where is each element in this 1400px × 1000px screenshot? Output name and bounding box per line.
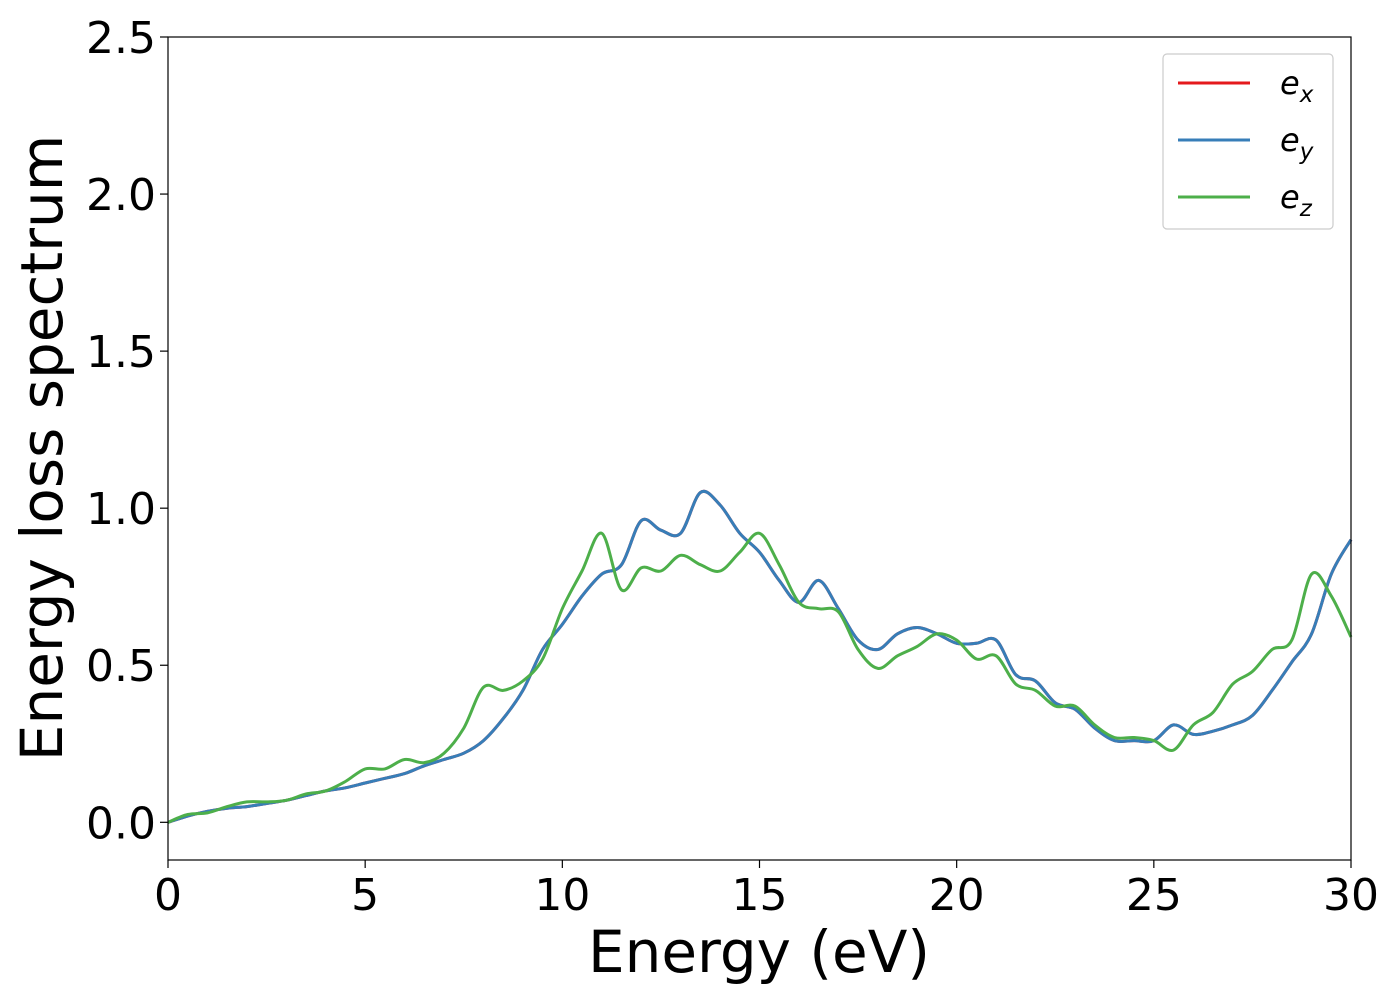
x-axis-title: Energy (eV): [588, 918, 930, 986]
x-tick-label: 0: [154, 870, 182, 921]
y-tick-label: 2.5: [86, 13, 156, 64]
legend-label-sub: y: [1299, 139, 1314, 165]
x-tick-label: 30: [1323, 870, 1379, 921]
y-axis-ticks: 0.0 0.5 1.0 1.5 2.0 2.5: [86, 13, 168, 849]
legend-label-main: e: [1280, 64, 1300, 102]
legend-label-ez: ez: [1280, 178, 1313, 222]
legend-label-sub: z: [1299, 196, 1313, 222]
x-tick-label: 25: [1126, 870, 1182, 921]
y-tick-label: 2.0: [86, 170, 156, 221]
legend-label-main: e: [1280, 121, 1300, 159]
legend-label-sub: x: [1299, 82, 1314, 108]
x-axis-ticks: 0 5 10 15 20 25 30: [154, 860, 1379, 921]
x-tick-label: 10: [534, 870, 590, 921]
plot-background: [168, 37, 1351, 860]
y-tick-label: 0.0: [86, 798, 156, 849]
y-tick-label: 0.5: [86, 641, 156, 692]
legend-label-ey: ey: [1280, 121, 1314, 165]
x-tick-label: 15: [732, 870, 788, 921]
legend-label-main: e: [1280, 178, 1300, 216]
x-tick-label: 20: [929, 870, 985, 921]
y-tick-label: 1.5: [86, 327, 156, 378]
y-axis-title: Energy loss spectrum: [8, 135, 76, 761]
y-tick-label: 1.0: [86, 484, 156, 535]
series-line-ez: [167, 531, 1353, 824]
legend-label-ex: ex: [1280, 64, 1314, 108]
x-tick-label: 5: [351, 870, 379, 921]
series-layer: [167, 489, 1353, 824]
